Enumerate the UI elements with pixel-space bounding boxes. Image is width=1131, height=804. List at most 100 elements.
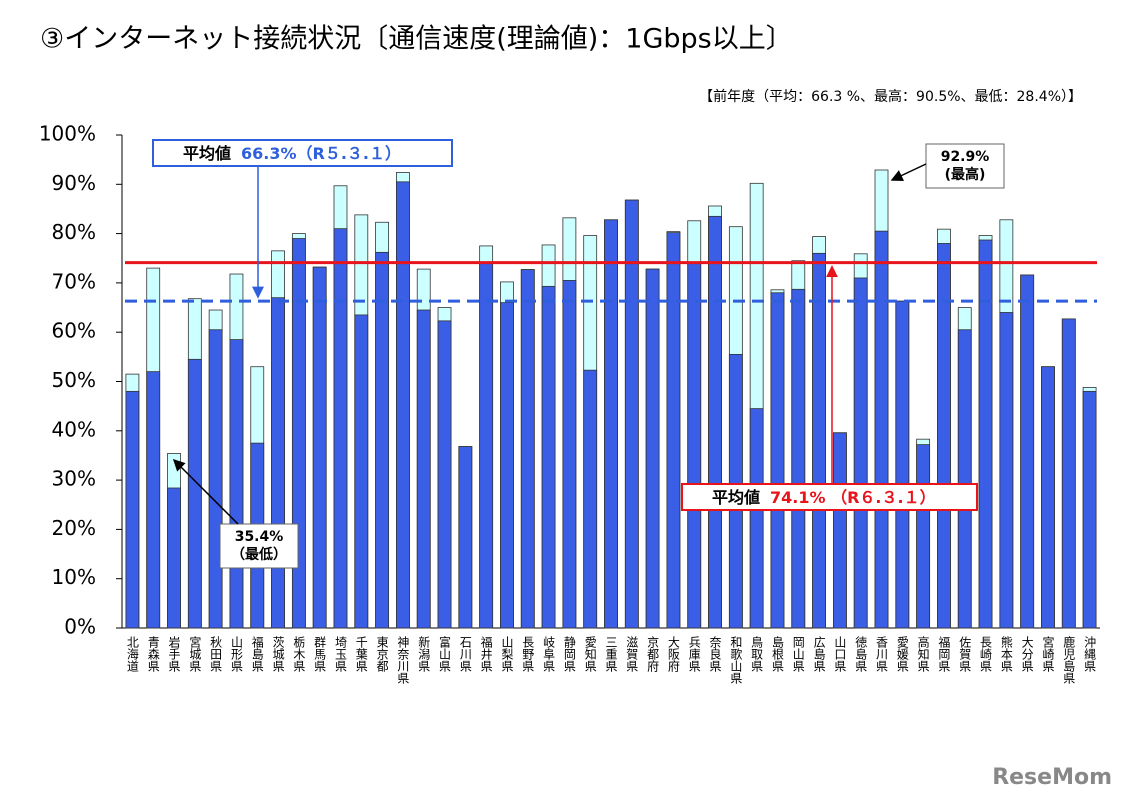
- x-tick-label: 長野県: [521, 636, 535, 672]
- bar: [687, 262, 702, 629]
- x-tick-label: 千葉県: [354, 636, 368, 672]
- x-tick-label: 秋田県: [209, 636, 223, 672]
- reference-title: 平均値: [712, 488, 760, 507]
- x-tick-label: 兵庫県: [687, 636, 701, 672]
- bar: [437, 320, 452, 629]
- watermark: ReseMom: [992, 765, 1112, 790]
- bar: [874, 230, 889, 629]
- x-tick-label: 島根県: [770, 635, 784, 672]
- bar: [791, 288, 806, 629]
- y-tick-label: 30%: [52, 467, 96, 491]
- x-tick-label: 岩手県: [167, 635, 181, 672]
- x-tick-label: 青森県: [146, 636, 160, 672]
- x-tick-label: 福島県: [250, 635, 264, 672]
- bar: [853, 277, 868, 629]
- reference-box: [681, 483, 978, 511]
- x-tick-label: 富山県: [438, 635, 452, 672]
- x-tick-label: 長崎県: [979, 636, 993, 672]
- y-tick-label: 40%: [52, 417, 96, 441]
- reference-title: 平均値: [183, 144, 231, 163]
- x-tick-label: 滋賀県: [625, 636, 639, 672]
- x-tick-label: 高知県: [916, 635, 930, 672]
- bar: [999, 312, 1014, 629]
- x-tick-label: 岐阜県: [542, 636, 556, 672]
- y-tick-label: 0%: [64, 615, 96, 639]
- bar: [957, 329, 972, 629]
- y-tick-label: 70%: [52, 269, 96, 293]
- x-tick-label: 佐賀県: [958, 636, 972, 672]
- x-tick-label: 北海道: [125, 636, 139, 672]
- bar: [500, 302, 514, 629]
- bar: [458, 446, 473, 629]
- x-tick-label: 三重県: [604, 636, 618, 672]
- reference-box: [152, 139, 453, 167]
- bar: [749, 408, 764, 629]
- x-tick-label: 石川県: [458, 636, 472, 672]
- arrow: [890, 163, 927, 181]
- reference-value: 66.3%: [241, 144, 297, 163]
- chart-title: ③インターネット接続状況〔通信速度(理論値)：1Gbps以上〕: [40, 24, 793, 55]
- bar: [562, 280, 577, 629]
- annotation-text: 35.4%: [235, 529, 284, 545]
- bar: [146, 371, 161, 629]
- bar: [229, 339, 244, 629]
- bar: [271, 297, 285, 629]
- bar: [416, 309, 431, 629]
- bar: [375, 251, 390, 629]
- bar: [333, 228, 348, 629]
- x-tick-label: 香川県: [875, 636, 889, 672]
- annotation-box: [925, 143, 1005, 189]
- x-tick-label: 新潟県: [417, 635, 431, 672]
- annotation-sub: （最低）: [231, 546, 287, 563]
- bar: [354, 314, 369, 629]
- bar: [208, 329, 223, 629]
- y-tick-label: 80%: [52, 220, 96, 244]
- y-tick-label: 60%: [52, 319, 96, 343]
- x-tick-label: 埼玉県: [333, 636, 347, 672]
- reference-label: 平均値 74.1% （R６.３.１）: [712, 488, 936, 507]
- y-tick-label: 50%: [52, 368, 96, 392]
- bar: [978, 239, 993, 629]
- x-tick-label: 愛媛県: [895, 636, 909, 672]
- y-tick-label: 10%: [52, 565, 96, 589]
- reference-label: 平均値 66.3%（R５.３.１）: [183, 144, 401, 163]
- x-tick-label: 岡山県: [791, 636, 805, 672]
- x-tick-label: 熊本県: [999, 635, 1013, 672]
- y-tick-label: 100%: [39, 122, 96, 146]
- bar: [167, 487, 181, 629]
- bar: [708, 215, 722, 629]
- bar: [1061, 318, 1076, 629]
- bar: [666, 232, 681, 629]
- bar: [479, 262, 494, 629]
- x-tick-label: 鹿児島県: [1062, 635, 1076, 684]
- y-tick-label: 90%: [52, 171, 96, 195]
- bar: [520, 269, 535, 629]
- bar: [541, 285, 556, 629]
- reference-note: （R５.３.１）: [297, 144, 401, 163]
- bar: [916, 444, 931, 629]
- x-tick-label: 栃木県: [292, 636, 306, 672]
- x-tick-label: 宮崎県: [1041, 635, 1055, 672]
- x-tick-label: 大分県: [1020, 636, 1034, 672]
- x-tick-label: 群馬県: [313, 636, 327, 672]
- bar: [937, 243, 951, 629]
- bar: [812, 252, 826, 629]
- x-tick-label: 山梨県: [500, 636, 514, 672]
- bar: [1020, 274, 1035, 629]
- bar: [770, 292, 785, 629]
- arrow: [172, 458, 239, 525]
- bar: [1041, 366, 1055, 629]
- x-tick-label: 茨城県: [271, 636, 285, 672]
- y-tick-label: 20%: [52, 516, 96, 540]
- x-tick-label: 東京都: [375, 636, 389, 672]
- bar: [396, 181, 410, 629]
- x-tick-label: 沖縄県: [1083, 636, 1097, 672]
- bar: [291, 238, 306, 629]
- x-tick-label: 奈良県: [708, 636, 722, 672]
- x-tick-label: 神奈川県: [396, 636, 410, 684]
- bar: [624, 199, 639, 629]
- x-tick-label: 宮城県: [188, 635, 202, 672]
- reference-note: （R６.３.１）: [826, 488, 936, 507]
- x-tick-label: 広島県: [812, 636, 826, 672]
